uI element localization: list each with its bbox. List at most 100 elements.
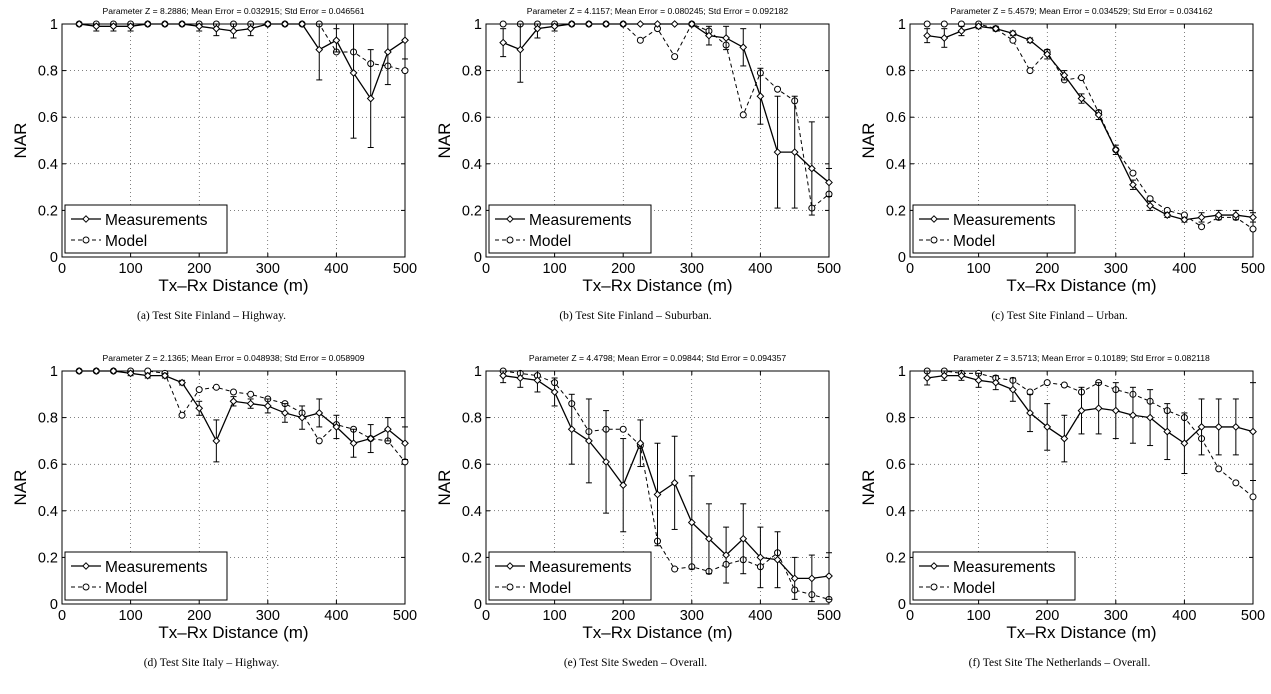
chart-panel-2: Parameter Z = 4.1157; Mean Error = 0.080… xyxy=(424,0,847,347)
measurement-point xyxy=(383,48,392,56)
legend-box xyxy=(912,551,1076,601)
measurement-point xyxy=(401,36,409,45)
measurement-point xyxy=(1231,211,1240,219)
measurement-point xyxy=(281,409,289,417)
measurement-point xyxy=(619,20,628,28)
legend: Measurements Model xyxy=(912,551,1076,601)
y-tick-label: 1 xyxy=(50,364,58,380)
measurement-point xyxy=(550,388,559,396)
model-point xyxy=(1249,493,1257,501)
x-tick-label: 200 xyxy=(187,261,211,277)
legend-label-measurements: Measurements xyxy=(105,212,208,229)
measurement-point xyxy=(1077,94,1086,103)
legend: Measurements Model xyxy=(488,551,652,601)
measurement-point xyxy=(1197,213,1206,222)
measurement-point xyxy=(229,397,238,406)
measurement-point xyxy=(739,43,748,52)
measurement-point xyxy=(1231,423,1240,431)
measurement-point xyxy=(1060,434,1069,443)
x-tick-label: 300 xyxy=(1104,608,1128,624)
measurement-point xyxy=(263,20,272,28)
measurement-point xyxy=(1197,423,1206,431)
measurement-point xyxy=(940,371,949,380)
measurements-line xyxy=(79,370,406,444)
x-tick-label: 500 xyxy=(817,261,841,277)
figure-caption: (d) Test Site Italy – Highway. xyxy=(143,657,280,669)
legend: Measurements Model xyxy=(488,204,652,254)
model-point xyxy=(671,565,679,573)
measurement-point xyxy=(773,555,782,564)
legend-marker-measurements xyxy=(82,215,90,223)
y-tick-label: 0.2 xyxy=(38,203,58,219)
measurement-point xyxy=(974,376,983,385)
model-line xyxy=(79,370,406,463)
legend-label-measurements: Measurements xyxy=(529,212,632,229)
x-axis-label: Tx–Rx Distance (m) xyxy=(158,623,308,642)
series-measurements xyxy=(75,367,409,463)
model-point xyxy=(1026,67,1034,75)
measurement-point xyxy=(178,20,186,28)
y-tick-label: 0.2 xyxy=(462,550,482,566)
legend-box xyxy=(912,204,1076,254)
measurement-point xyxy=(773,148,782,157)
measurement-point xyxy=(1008,29,1017,38)
model-point xyxy=(1078,74,1085,82)
y-tick-label: 0.6 xyxy=(38,457,58,473)
measurement-point xyxy=(584,436,593,445)
measurement-point xyxy=(1043,423,1052,431)
figure-caption: (e) Test Site Sweden – Overall. xyxy=(563,657,708,669)
x-axis-label: Tx–Rx Distance (m) xyxy=(158,276,308,295)
x-axis-label: Tx–Rx Distance (m) xyxy=(582,623,732,642)
measurement-point xyxy=(109,367,118,375)
y-tick-label: 0.6 xyxy=(462,110,482,126)
model-point xyxy=(1043,379,1051,387)
measurement-point xyxy=(349,69,358,77)
measurement-point xyxy=(1180,215,1189,224)
measurement-point xyxy=(974,22,983,31)
x-tick-label: 500 xyxy=(1241,608,1265,624)
measurement-point xyxy=(126,369,135,378)
model-line xyxy=(927,370,1254,498)
measurements-line xyxy=(927,375,1254,445)
y-tick-label: 0.6 xyxy=(462,457,482,473)
figure-caption: (c) Test Site Finland – Urban. xyxy=(991,310,1128,322)
grid xyxy=(910,371,1253,604)
model-point xyxy=(619,425,627,433)
y-axis-label: NAR xyxy=(859,470,878,506)
measurements-line xyxy=(927,25,1254,221)
x-tick-label: 0 xyxy=(482,608,490,624)
y-tick-label: 1 xyxy=(898,17,906,33)
measurement-point xyxy=(332,36,341,45)
y-tick-label: 0 xyxy=(474,250,482,266)
x-tick-label: 300 xyxy=(680,261,704,277)
y-tick-label: 0 xyxy=(898,250,906,266)
measurement-point xyxy=(1214,211,1223,219)
measurement-point xyxy=(160,20,169,28)
measurement-point xyxy=(756,553,765,562)
x-tick-label: 400 xyxy=(1172,608,1196,624)
chart-title: Parameter Z = 8.2886; Mean Error = 0.032… xyxy=(102,6,364,16)
measurement-point xyxy=(366,434,375,443)
y-tick-label: 0 xyxy=(50,597,58,613)
measurement-point xyxy=(160,371,169,380)
measurement-point xyxy=(636,439,645,448)
series-model xyxy=(923,367,1257,501)
measurement-point xyxy=(1249,213,1257,222)
measurement-point xyxy=(1094,404,1103,413)
measurements-line xyxy=(79,23,406,100)
measurement-point xyxy=(584,20,593,28)
y-axis-label: NAR xyxy=(11,470,30,506)
measurement-point xyxy=(92,22,101,31)
x-tick-label: 400 xyxy=(1172,261,1196,277)
measurement-point xyxy=(1111,145,1120,154)
x-tick-label: 100 xyxy=(118,608,142,624)
model-point xyxy=(315,437,323,445)
chart-panel-5: Parameter Z = 4.4798; Mean Error = 0.098… xyxy=(424,347,847,694)
measurement-point xyxy=(653,490,662,499)
x-tick-label: 500 xyxy=(1241,261,1265,277)
chart-title: Parameter Z = 4.1157; Mean Error = 0.080… xyxy=(527,6,789,16)
x-tick-label: 100 xyxy=(118,261,142,277)
measurement-point xyxy=(923,31,932,40)
model-point xyxy=(1009,36,1017,44)
measurement-point xyxy=(807,164,816,173)
